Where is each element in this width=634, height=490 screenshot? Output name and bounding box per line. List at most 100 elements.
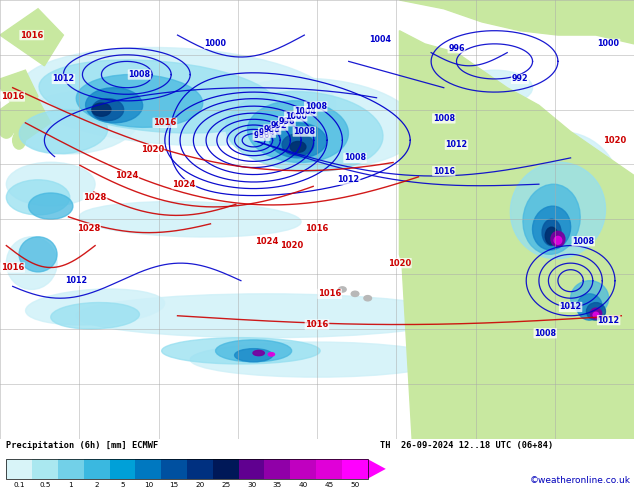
Text: 992: 992: [271, 121, 288, 130]
Ellipse shape: [19, 237, 57, 272]
Text: 1004: 1004: [294, 107, 316, 116]
Text: 1000: 1000: [285, 112, 307, 121]
Ellipse shape: [235, 349, 273, 362]
Ellipse shape: [162, 338, 320, 364]
Bar: [32, 459, 58, 479]
Text: 984: 984: [259, 128, 275, 137]
Ellipse shape: [495, 132, 621, 263]
Ellipse shape: [510, 162, 605, 259]
Ellipse shape: [19, 109, 108, 154]
Bar: [342, 459, 368, 479]
Text: 1012: 1012: [338, 175, 359, 184]
Bar: [264, 459, 290, 479]
Text: 1024: 1024: [172, 180, 195, 189]
Text: 1016: 1016: [306, 223, 328, 233]
Text: 980: 980: [253, 131, 270, 140]
Bar: [238, 459, 264, 479]
Ellipse shape: [6, 237, 57, 290]
Text: 1008: 1008: [573, 237, 594, 245]
Ellipse shape: [554, 236, 562, 245]
Bar: [136, 459, 161, 479]
Ellipse shape: [551, 231, 565, 246]
Ellipse shape: [216, 340, 292, 362]
Polygon shape: [0, 9, 63, 66]
Ellipse shape: [6, 180, 70, 215]
Bar: [58, 459, 84, 479]
Text: 35: 35: [273, 482, 282, 488]
Bar: [110, 459, 136, 479]
Text: 1016: 1016: [306, 320, 328, 329]
Text: 996: 996: [448, 44, 465, 53]
Ellipse shape: [253, 350, 264, 356]
Bar: [84, 459, 110, 479]
Text: 1020: 1020: [280, 241, 303, 250]
Ellipse shape: [6, 162, 95, 206]
Ellipse shape: [13, 131, 25, 149]
Circle shape: [339, 287, 346, 292]
Text: 1020: 1020: [604, 136, 626, 145]
Ellipse shape: [39, 60, 278, 133]
Ellipse shape: [20, 48, 335, 146]
Ellipse shape: [13, 92, 139, 154]
Text: 0.1: 0.1: [13, 482, 25, 488]
Ellipse shape: [79, 201, 301, 237]
Ellipse shape: [290, 142, 306, 152]
Text: 50: 50: [350, 482, 359, 488]
Text: 40: 40: [299, 482, 308, 488]
Ellipse shape: [247, 100, 349, 163]
Ellipse shape: [216, 78, 418, 167]
Ellipse shape: [282, 134, 314, 156]
Polygon shape: [399, 220, 456, 342]
Text: 1016: 1016: [433, 167, 455, 175]
Text: ©weatheronline.co.uk: ©weatheronline.co.uk: [530, 476, 631, 485]
Ellipse shape: [92, 98, 124, 121]
Text: 1020: 1020: [388, 259, 411, 268]
Ellipse shape: [25, 289, 165, 325]
Ellipse shape: [268, 353, 275, 356]
Text: 20: 20: [195, 482, 205, 488]
Text: 1016: 1016: [318, 289, 341, 298]
Text: 996: 996: [278, 117, 295, 126]
Ellipse shape: [51, 302, 139, 329]
Text: 1012: 1012: [446, 140, 467, 149]
Text: 988: 988: [264, 125, 281, 134]
Text: 992: 992: [512, 74, 528, 83]
Text: 1008: 1008: [294, 127, 315, 136]
Text: Precipitation (6h) [mm] ECMWF: Precipitation (6h) [mm] ECMWF: [6, 441, 158, 450]
Text: TH  26-09-2024 12..18 UTC (06+84): TH 26-09-2024 12..18 UTC (06+84): [380, 441, 553, 450]
Ellipse shape: [190, 342, 444, 377]
Text: 1008: 1008: [129, 70, 150, 79]
Ellipse shape: [533, 206, 571, 250]
Text: 1008: 1008: [433, 114, 455, 123]
Ellipse shape: [269, 123, 327, 158]
Ellipse shape: [76, 294, 456, 338]
Text: 45: 45: [325, 482, 333, 488]
Bar: [6, 459, 32, 479]
Text: 1016: 1016: [1, 263, 24, 272]
Ellipse shape: [545, 227, 558, 245]
Ellipse shape: [523, 184, 580, 254]
Text: 1016: 1016: [153, 118, 176, 127]
Text: 30: 30: [247, 482, 256, 488]
Bar: [187, 459, 213, 479]
Bar: [213, 459, 238, 479]
Text: 1016: 1016: [1, 92, 24, 101]
Ellipse shape: [542, 220, 561, 245]
Circle shape: [351, 291, 359, 296]
Ellipse shape: [571, 281, 609, 316]
Text: 1000: 1000: [205, 39, 226, 49]
Ellipse shape: [226, 92, 383, 172]
Ellipse shape: [92, 103, 111, 116]
Bar: [161, 459, 187, 479]
Ellipse shape: [86, 88, 143, 123]
Text: 5: 5: [120, 482, 125, 488]
Text: 0.5: 0.5: [39, 482, 51, 488]
Text: 1012: 1012: [65, 276, 87, 285]
Text: 1012: 1012: [598, 316, 619, 325]
Text: 1028: 1028: [84, 193, 107, 202]
Bar: [316, 459, 342, 479]
Bar: [6, 459, 368, 479]
Bar: [290, 459, 316, 479]
Polygon shape: [0, 88, 51, 140]
Ellipse shape: [456, 70, 533, 105]
